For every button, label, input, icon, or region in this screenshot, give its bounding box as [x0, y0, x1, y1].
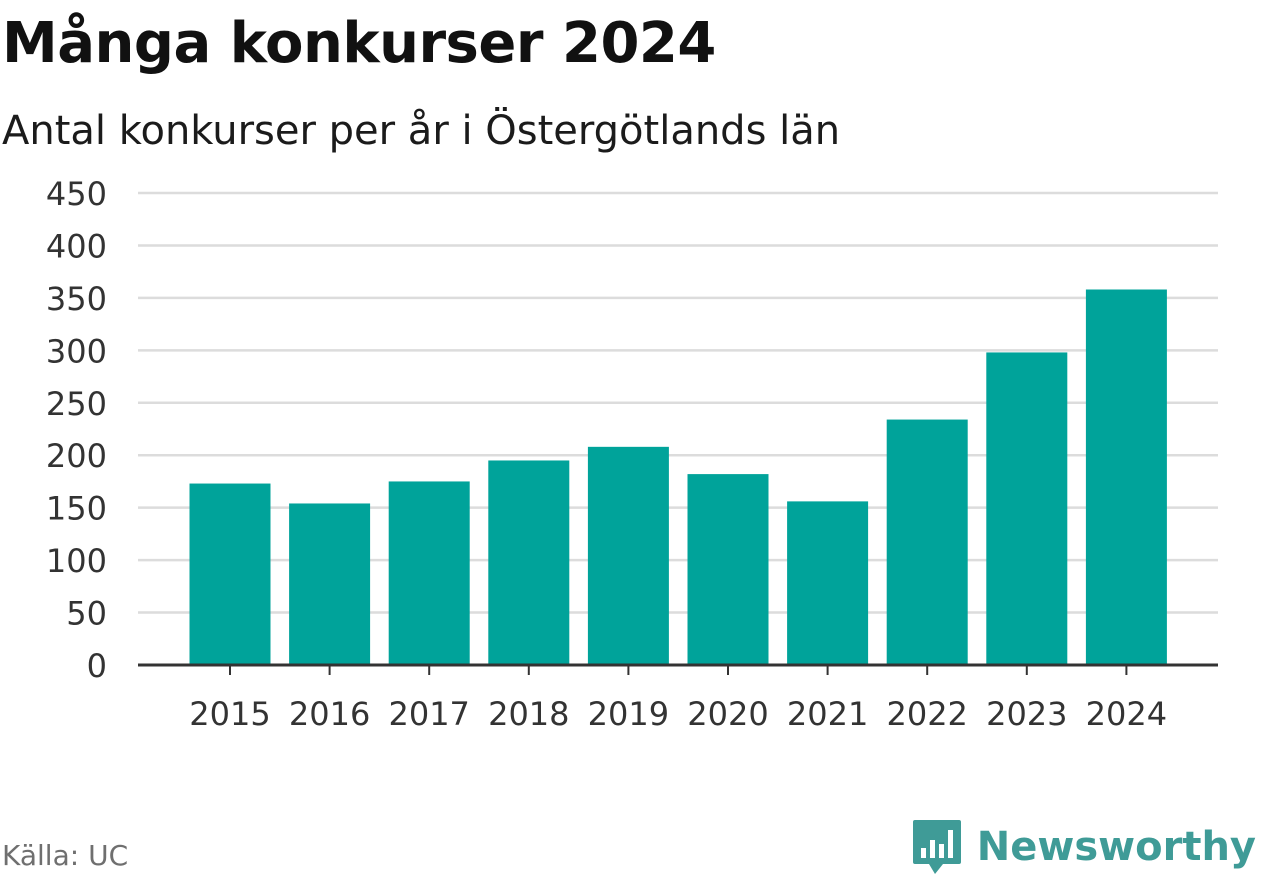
bar — [886, 419, 968, 665]
y-tick-label: 250 — [46, 385, 107, 423]
y-tick-label: 300 — [46, 332, 107, 370]
chart-title: Många konkurser 2024 — [2, 11, 716, 76]
x-tick-label: 2022 — [886, 695, 967, 733]
newsworthy-logo-icon — [912, 820, 961, 874]
brand-name: Newsworthy — [976, 824, 1256, 870]
bar — [787, 501, 869, 665]
x-tick-label: 2023 — [986, 695, 1067, 733]
bar — [289, 503, 371, 665]
y-tick-label: 100 — [46, 542, 107, 580]
x-tick-label: 2020 — [687, 695, 768, 733]
y-tick-label: 150 — [46, 490, 107, 528]
x-tick-label: 2015 — [189, 695, 270, 733]
x-tick-label: 2021 — [787, 695, 868, 733]
bar — [587, 446, 669, 665]
bar — [388, 481, 470, 665]
x-tick-label: 2024 — [1086, 695, 1167, 733]
bar — [1085, 289, 1167, 665]
y-tick-label: 200 — [46, 437, 107, 475]
y-tick-label: 400 — [46, 227, 107, 265]
bar — [189, 483, 271, 665]
x-tick-label: 2016 — [289, 695, 370, 733]
y-tick-label: 50 — [66, 595, 107, 633]
bar-chart: 0 50 100 150 200 250 300 350 400 450 2015 2016 2017 2… — [46, 175, 1218, 733]
x-tick-label: 2018 — [488, 695, 569, 733]
bar — [986, 352, 1068, 665]
y-tick-label: 0 — [87, 647, 107, 685]
source-note: Källa: UC — [2, 839, 129, 872]
brand-logo: Newsworthy — [911, 816, 1256, 878]
y-tick-label: 350 — [46, 280, 107, 318]
bar — [687, 474, 769, 665]
x-tick-label: 2019 — [588, 695, 669, 733]
bar — [488, 460, 570, 665]
chart-subtitle: Antal konkurser per år i Östergötlands l… — [2, 108, 841, 154]
y-tick-label: 450 — [46, 175, 107, 213]
x-tick-label: 2017 — [388, 695, 469, 733]
